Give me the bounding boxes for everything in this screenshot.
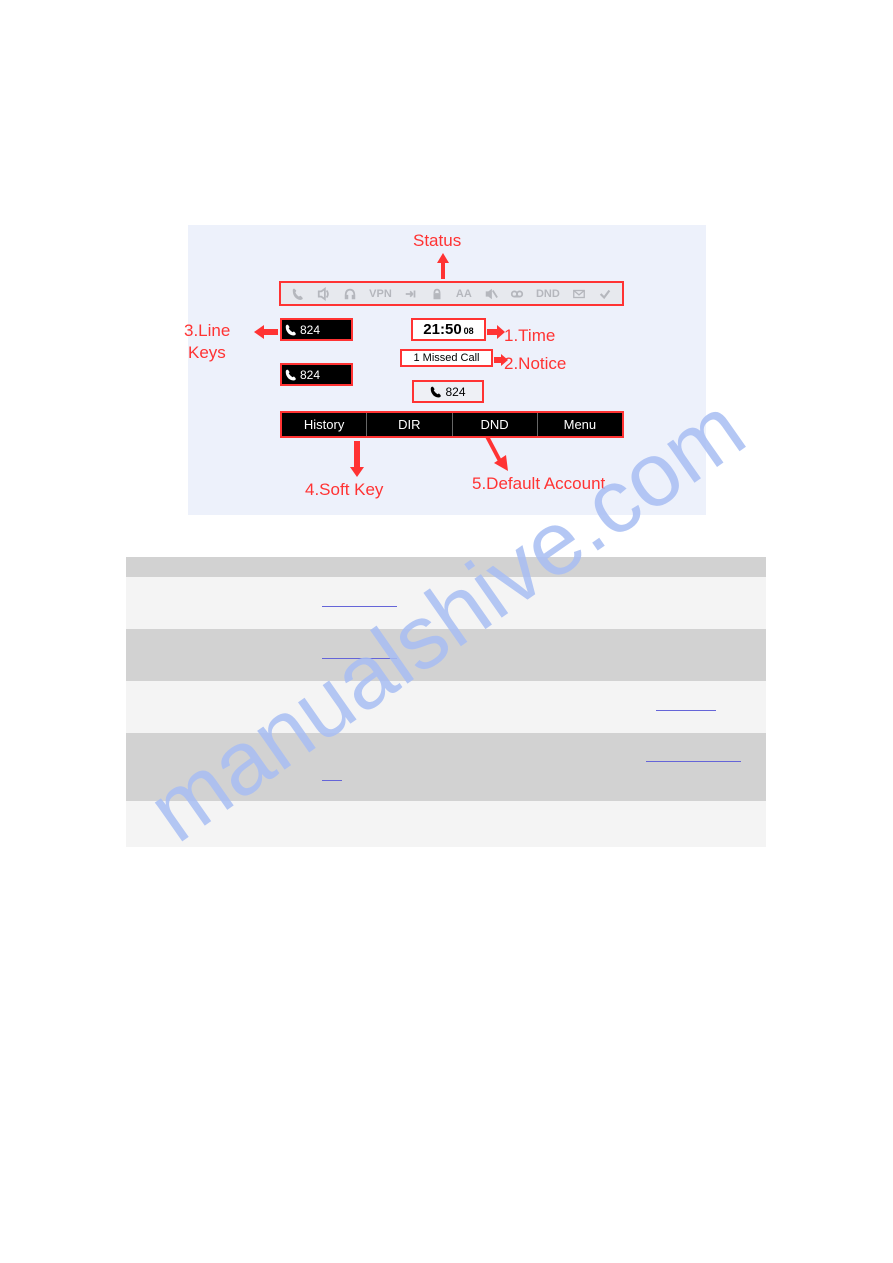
softkey-history: History bbox=[282, 413, 367, 436]
annotation-line-keys-2: Keys bbox=[188, 343, 226, 363]
table-cell-label bbox=[126, 801, 312, 847]
softkey-dnd: DND bbox=[453, 413, 538, 436]
clock-hours-minutes: 21:50 bbox=[423, 321, 461, 338]
table-cell-desc bbox=[312, 681, 766, 733]
phone-screen-diagram: Status 1.Time 2.Notice 3.Line Keys 4.Sof… bbox=[188, 225, 706, 515]
check-icon bbox=[598, 287, 612, 301]
annotation-status: Status bbox=[413, 231, 461, 251]
line-key-2: 824 bbox=[280, 363, 353, 386]
forward-icon bbox=[404, 287, 418, 301]
arrow-left-line-keys bbox=[254, 325, 278, 339]
table-cell-label bbox=[126, 577, 312, 629]
link[interactable] bbox=[322, 647, 397, 659]
phone-icon bbox=[285, 369, 297, 381]
link[interactable] bbox=[322, 595, 397, 607]
default-account-label: 824 bbox=[445, 385, 465, 399]
table-cell-desc bbox=[312, 629, 766, 681]
voicemail-icon bbox=[510, 287, 524, 301]
line-key-2-label: 824 bbox=[300, 368, 320, 382]
phone-icon bbox=[430, 386, 442, 398]
table-row bbox=[126, 681, 766, 733]
mute-icon bbox=[484, 287, 498, 301]
handset-icon bbox=[291, 287, 305, 301]
arrow-right-notice bbox=[494, 354, 508, 366]
table-row bbox=[126, 557, 766, 577]
annotation-notice: 2.Notice bbox=[504, 354, 566, 374]
annotation-line-keys-1: 3.Line bbox=[184, 321, 230, 341]
table-row bbox=[126, 801, 766, 847]
link[interactable] bbox=[322, 769, 342, 781]
table-cell-desc bbox=[312, 557, 766, 577]
table-cell-desc bbox=[312, 801, 766, 847]
annotation-soft-key: 4.Soft Key bbox=[305, 480, 383, 500]
default-account-display: 824 bbox=[412, 380, 484, 403]
annotation-time: 1.Time bbox=[504, 326, 555, 346]
link[interactable] bbox=[646, 750, 741, 762]
envelope-icon bbox=[572, 287, 586, 301]
notice-box: 1 Missed Call bbox=[400, 349, 493, 367]
link[interactable] bbox=[656, 699, 716, 711]
definitions-table bbox=[126, 557, 766, 847]
table-row bbox=[126, 629, 766, 681]
arrow-right-time bbox=[487, 325, 505, 339]
dnd-text: DND bbox=[536, 288, 560, 300]
line-key-1-label: 824 bbox=[300, 323, 320, 337]
arrow-up-status bbox=[435, 253, 451, 279]
clock-display: 21:50 08 bbox=[411, 318, 486, 341]
table-row bbox=[126, 577, 766, 629]
table-cell-label bbox=[126, 629, 312, 681]
clock-seconds: 08 bbox=[464, 326, 474, 336]
phone-icon bbox=[285, 324, 297, 336]
notice-text: 1 Missed Call bbox=[413, 352, 479, 364]
aa-text: AA bbox=[456, 288, 472, 300]
table-cell-desc bbox=[312, 577, 766, 629]
table-row bbox=[126, 733, 766, 801]
annotation-default-account: 5.Default Account bbox=[472, 474, 605, 494]
table-cell-desc bbox=[312, 733, 766, 801]
table-cell-label bbox=[126, 681, 312, 733]
lock-icon bbox=[430, 287, 444, 301]
status-bar: VPN AA DND bbox=[279, 281, 624, 306]
softkey-menu: Menu bbox=[538, 413, 622, 436]
table-cell-label bbox=[126, 557, 312, 577]
softkey-bar: History DIR DND Menu bbox=[280, 411, 624, 438]
softkey-dir: DIR bbox=[367, 413, 452, 436]
arrow-down-softkey bbox=[350, 441, 364, 477]
speaker-icon bbox=[317, 287, 331, 301]
vpn-text: VPN bbox=[369, 288, 392, 300]
table-cell-label bbox=[126, 733, 312, 801]
headset-icon bbox=[343, 287, 357, 301]
line-key-1: 824 bbox=[280, 318, 353, 341]
